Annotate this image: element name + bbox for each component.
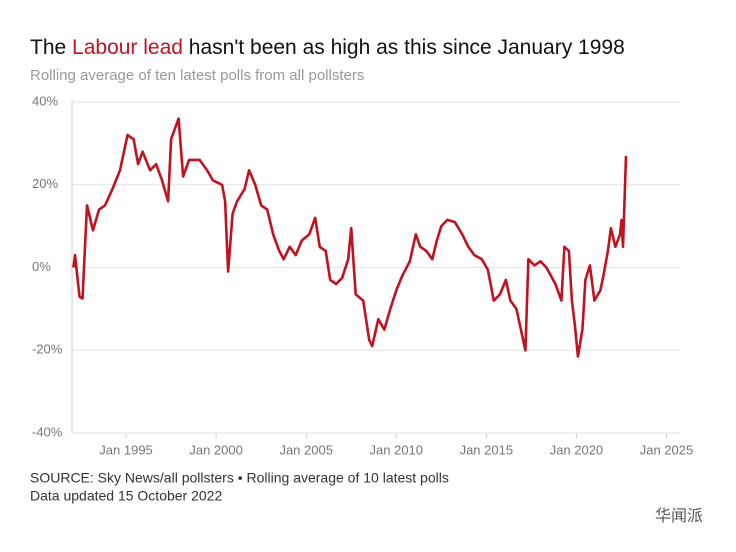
x-tick-label: Jan 2020	[550, 442, 604, 457]
subtitle: Rolling average of ten latest polls from…	[30, 67, 364, 84]
y-tick-label: -40%	[32, 424, 63, 439]
x-tick-label: Jan 2025	[640, 442, 694, 457]
source: SOURCE: Sky News/all pollsters • Rolling…	[30, 470, 449, 486]
title-highlight: Labour lead	[72, 36, 183, 59]
data-line	[72, 117, 628, 358]
y-tick-label: 40%	[32, 93, 58, 108]
chart-title: The Labour lead hasn't been as high as t…	[30, 36, 625, 59]
title-part: hasn't been as high as this since Januar…	[183, 36, 625, 59]
y-tick-label: 20%	[32, 176, 58, 191]
x-tick-label: Jan 2010	[370, 442, 424, 457]
x-tick-label: Jan 2015	[460, 442, 514, 457]
x-tick-label: Jan 1995	[99, 442, 153, 457]
title-part: The	[30, 36, 72, 59]
x-tick-label: Jan 2000	[189, 442, 243, 457]
x-tick-label: Jan 2005	[279, 442, 333, 457]
updated-note: Data updated 15 October 2022	[30, 488, 222, 504]
y-tick-label: -20%	[32, 342, 63, 357]
watermark: 华闻派	[655, 507, 703, 525]
y-tick-label: 0%	[32, 259, 51, 274]
